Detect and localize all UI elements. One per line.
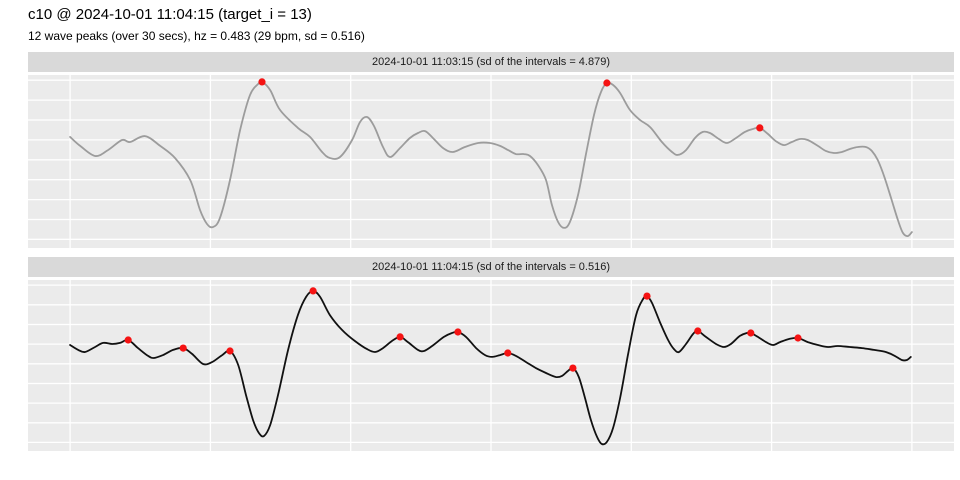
chart-subtitle: 12 wave peaks (over 30 secs), hz = 0.483… (28, 29, 365, 43)
waveform-line (69, 80, 913, 238)
peak-marker (258, 78, 266, 86)
peak-marker (756, 124, 764, 132)
peak-marker (747, 329, 755, 337)
facet-strip-top: 2024-10-01 11:03:15 (sd of the intervals… (28, 52, 954, 72)
peak-marker (603, 79, 611, 87)
gridlines (28, 280, 954, 451)
peak-marker (396, 333, 404, 341)
waveform-line (69, 289, 912, 446)
peak-marker (794, 334, 802, 342)
peak-marker (694, 327, 702, 335)
chart-title: c10 @ 2024-10-01 11:04:15 (target_i = 13… (28, 6, 312, 23)
peak-marker (309, 287, 317, 295)
facet-strip-label: 2024-10-01 11:04:15 (sd of the intervals… (372, 261, 610, 273)
facet-panel-top (28, 75, 954, 248)
facet-strip-bottom: 2024-10-01 11:04:15 (sd of the intervals… (28, 257, 954, 277)
peak-marker (124, 336, 132, 344)
peak-marker (454, 328, 462, 336)
peak-marker (179, 344, 187, 352)
peak-marker (569, 364, 577, 372)
peak-marker (643, 292, 651, 300)
gridlines (28, 75, 954, 248)
facet-strip-label: 2024-10-01 11:03:15 (sd of the intervals… (372, 56, 610, 68)
facet-panel-bottom (28, 280, 954, 451)
peak-marker (504, 349, 512, 357)
peak-marker (226, 347, 234, 355)
